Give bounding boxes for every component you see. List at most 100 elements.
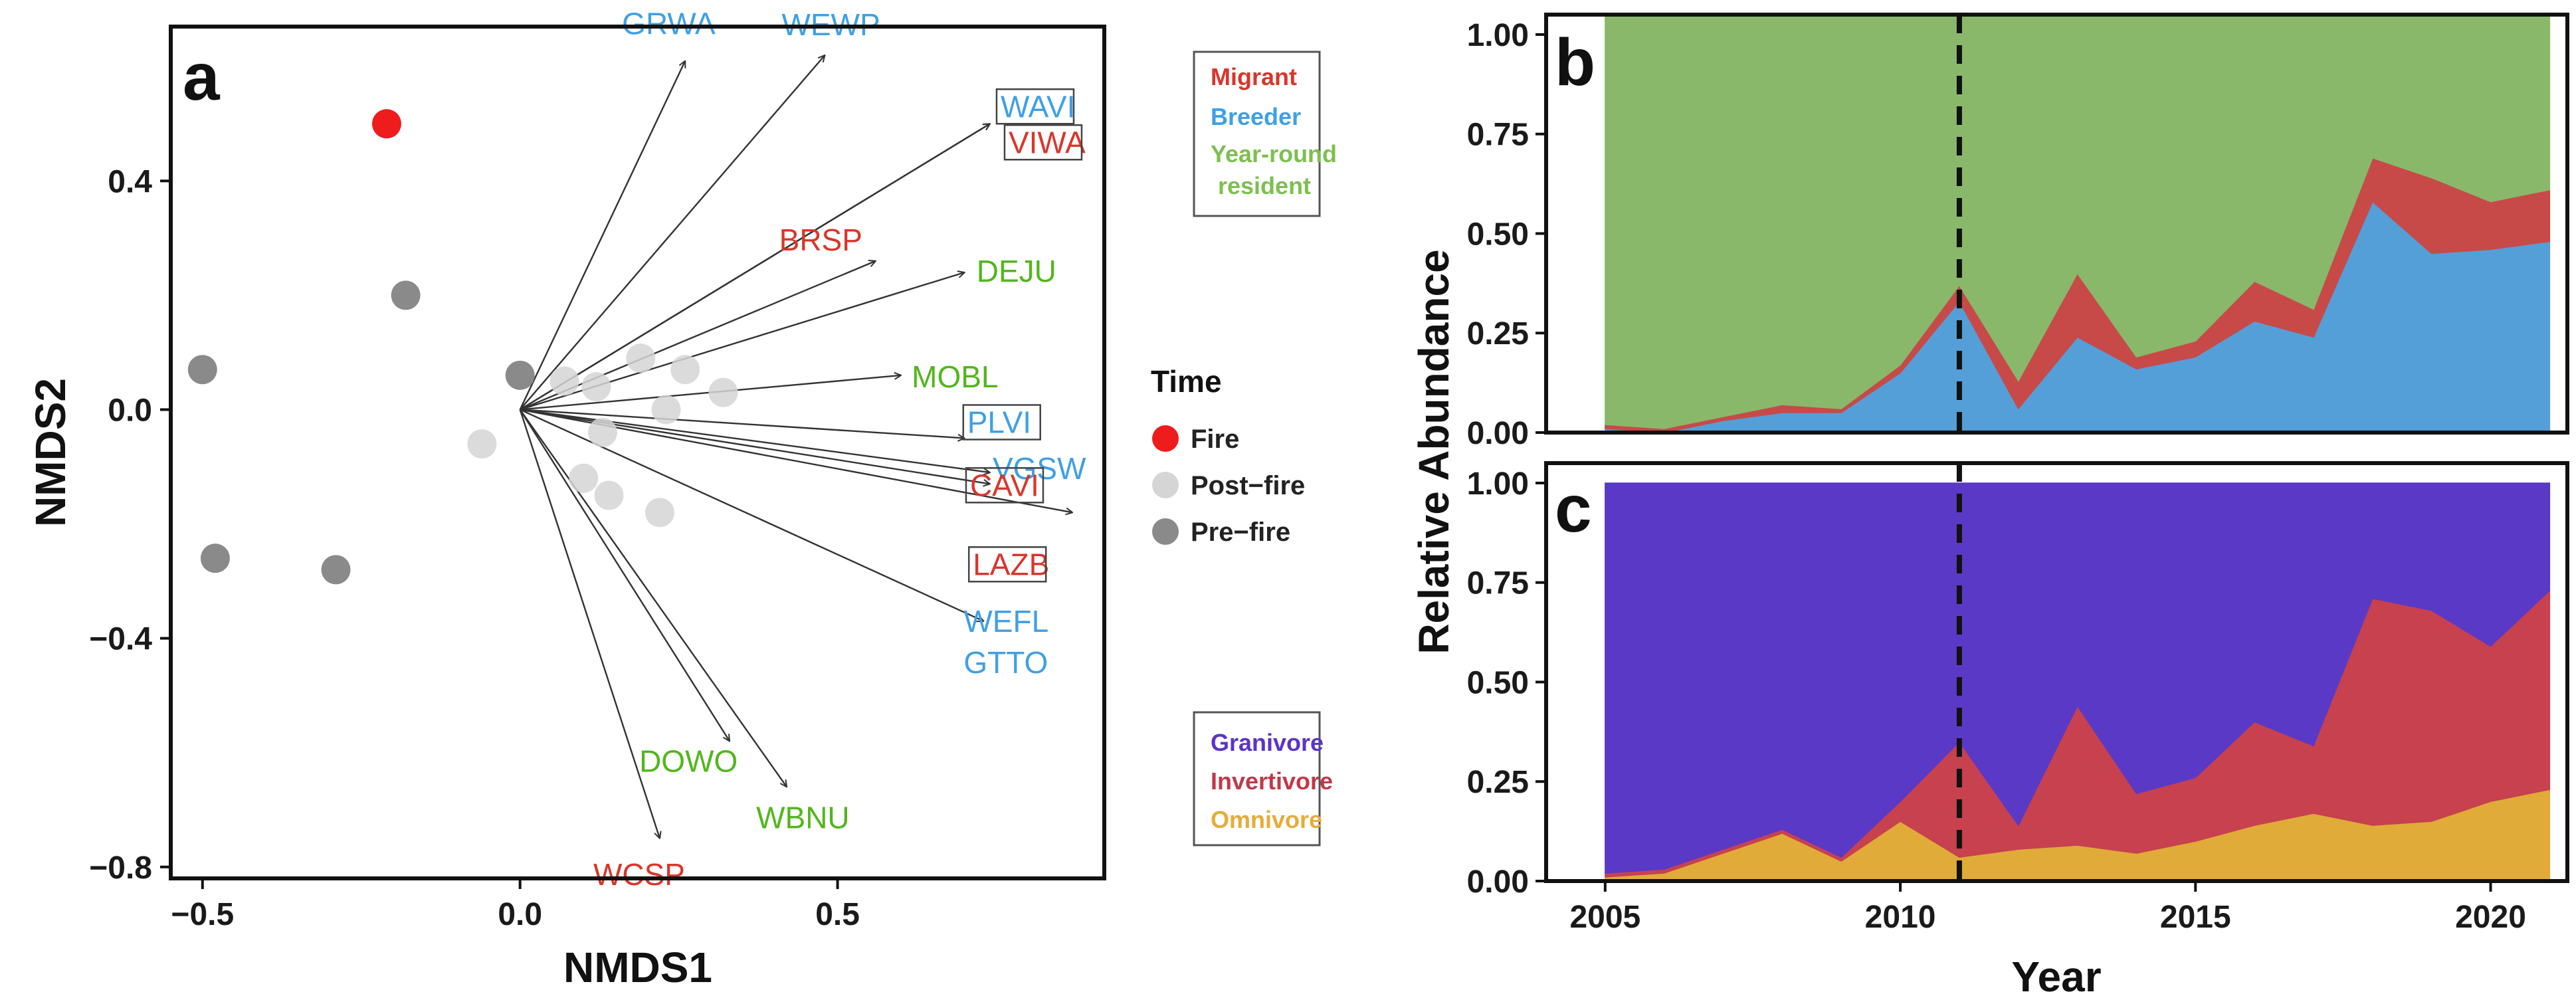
- site-point-fire: [371, 109, 401, 139]
- y-tick-label-c: 1.00: [1467, 466, 1529, 502]
- axis-ticks-a: −0.5 0.0 0.5 0.4 0.0 −0.4 −0.8: [89, 164, 860, 932]
- site-point-pre-fire: [321, 555, 351, 585]
- x-axis-title-c: Year: [2011, 953, 2101, 998]
- x-tick-label-a: −0.5: [171, 897, 234, 932]
- stacked-areas-c: [1605, 482, 2551, 882]
- species-label-wcsp: WCSP: [593, 857, 685, 892]
- y-axis-title-bc: Relative Abundance: [1410, 249, 1458, 654]
- vector-grwa: [519, 61, 686, 410]
- site-point-post-fire: [467, 429, 497, 459]
- site-point-pre-fire: [391, 280, 421, 310]
- species-box-plvi: [962, 404, 1041, 441]
- time-legend-label-post-fire: Post−fire: [1191, 471, 1305, 500]
- y-tick-label-c: 0.75: [1467, 566, 1529, 601]
- time-legend-title: Time: [1151, 364, 1222, 399]
- x-tick-label-c: 2015: [2160, 900, 2231, 935]
- y-tick-label-b: 0.50: [1467, 217, 1529, 252]
- ordination-panel-a: GRWA WEWPWAVIVIWABRSPDEJUMOBLPLVIVGSWCAVI…: [27, 7, 1106, 991]
- species-box-cavi: [965, 467, 1044, 504]
- residency-legend-year-round: Year-round: [1211, 140, 1337, 167]
- species-label-deju: DEJU: [977, 254, 1056, 288]
- x-tick-label-a: 0.0: [498, 897, 542, 932]
- diet-legend-omnivore: Omnivore: [1211, 806, 1322, 833]
- diet-legend-granivore: Granivore: [1211, 729, 1324, 756]
- x-tick-label-a: 0.5: [815, 897, 860, 932]
- time-legend-swatch-post-fire: [1152, 472, 1179, 498]
- y-tick-label-b: 0.00: [1467, 416, 1529, 451]
- x-tick-label-c: 2020: [2455, 900, 2526, 935]
- species-label-gtto: GTTO: [963, 645, 1048, 680]
- site-point-post-fire: [626, 344, 656, 373]
- area-panel-c: 0.00 0.25 0.50 0.75 1.00 2005 2010 2015 2020 c Y…: [1467, 461, 2569, 998]
- y-tick-label-a: −0.4: [89, 622, 152, 657]
- area-granivore: [1605, 482, 2551, 874]
- species-label-lazb: LAZB: [973, 547, 1049, 581]
- species-label-mobl: MOBL: [912, 359, 998, 394]
- site-point-pre-fire: [200, 544, 230, 573]
- y-tick-label-a: 0.0: [108, 393, 152, 428]
- y-tick-label-a: 0.4: [108, 164, 152, 199]
- site-point-pre-fire: [505, 360, 535, 390]
- species-label-wbnu: WBNU: [756, 800, 850, 835]
- diet-legend: Granivore Invertivore Omnivore: [1193, 711, 1333, 847]
- vector-brsp: [520, 261, 876, 411]
- x-axis-title-a: NMDS1: [563, 944, 712, 991]
- site-point-post-fire: [587, 417, 617, 447]
- site-point-post-fire: [549, 366, 579, 396]
- vector-wewp: [519, 55, 825, 411]
- vector-viwa: [520, 124, 990, 411]
- y-tick-label-c: 0.00: [1467, 864, 1529, 900]
- plot-frame-a: [169, 25, 1106, 880]
- time-legend-label-fire: Fire: [1191, 425, 1239, 454]
- x-tick-label-c: 2010: [1865, 900, 1936, 935]
- x-tick-label-c: 2005: [1569, 900, 1640, 935]
- site-point-post-fire: [644, 498, 674, 528]
- residency-legend-migrant: Migrant: [1211, 63, 1297, 90]
- panel-label-c: c: [1555, 472, 1592, 546]
- residency-legend-breeder: Breeder: [1211, 103, 1301, 130]
- site-points: [187, 109, 738, 585]
- species-box-wavi: [995, 88, 1075, 125]
- vector-plvi: [520, 409, 965, 438]
- y-tick-label-a: −0.8: [89, 850, 152, 886]
- vector-dowo: [519, 409, 730, 741]
- time-legend-swatch-pre-fire: [1152, 518, 1179, 545]
- species-label-wefl: WEFL: [963, 604, 1048, 639]
- residency-legend: Migrant Breeder Year-round resident: [1193, 50, 1337, 217]
- y-tick-label-b: 0.75: [1467, 118, 1529, 153]
- site-point-post-fire: [651, 395, 681, 425]
- species-label-cavi: CAVI: [970, 468, 1039, 502]
- species-label-wavi: WAVI: [1001, 89, 1075, 124]
- site-point-post-fire: [569, 463, 599, 493]
- site-point-post-fire: [708, 377, 738, 407]
- vector-wcsp: [519, 409, 660, 838]
- plot-frame-b: [1544, 13, 2569, 435]
- stacked-areas-b: [1605, 14, 2551, 433]
- time-legend-label-pre-fire: Pre−fire: [1191, 518, 1290, 547]
- species-box-lazb: [967, 546, 1047, 583]
- site-point-post-fire: [594, 480, 624, 510]
- species-label-dowo: DOWO: [639, 744, 738, 779]
- area-panel-b: 0.00 0.25 0.50 0.75 1.00 b: [1467, 13, 2569, 451]
- diet-legend-invertivore: Invertivore: [1211, 767, 1333, 795]
- species-label-brsp: BRSP: [779, 223, 862, 257]
- species-label-grwa: GRWA: [622, 7, 716, 41]
- y-tick-label-b: 0.25: [1467, 316, 1529, 351]
- residency-legend-frame: [1193, 50, 1321, 217]
- site-point-post-fire: [670, 355, 700, 385]
- diet-legend-frame: [1193, 711, 1321, 847]
- vector-wbnu: [519, 409, 787, 787]
- site-point-pre-fire: [187, 355, 217, 385]
- species-box-viwa: [1003, 124, 1083, 161]
- species-label-plvi: PLVI: [967, 405, 1031, 439]
- y-tick-label-c: 0.25: [1467, 765, 1529, 800]
- y-tick-label-c: 0.50: [1467, 665, 1529, 700]
- panel-label-a: a: [183, 40, 221, 114]
- axis-ticks-b: 0.00 0.25 0.50 0.75 1.00: [1467, 18, 1546, 451]
- axis-ticks-c: 0.00 0.25 0.50 0.75 1.00 2005 2010 2015 2020: [1467, 466, 2526, 935]
- site-point-post-fire: [581, 372, 611, 402]
- time-legend-swatch-fire: [1152, 425, 1179, 452]
- species-label-viwa: VIWA: [1009, 125, 1086, 159]
- y-axis-title-a: NMDS2: [27, 378, 74, 527]
